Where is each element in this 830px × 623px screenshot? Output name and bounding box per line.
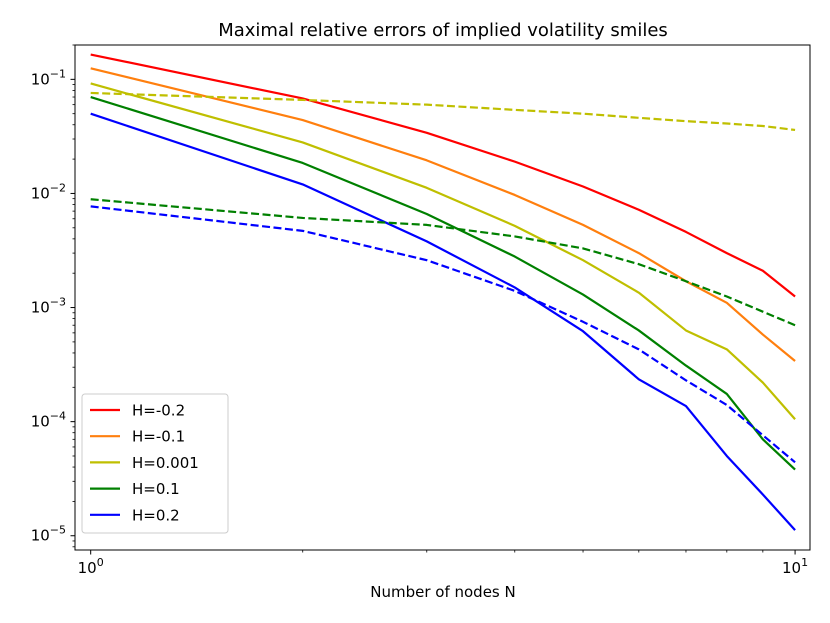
major-ticks: 10−5 10−4 10−3 10−2 10−1 100 101 [31, 67, 808, 577]
y-tick-label: 10−2 [31, 181, 66, 202]
legend-label: H=0.001 [132, 454, 199, 472]
series-layer [90, 53, 796, 531]
series-line-h0.1 [90, 95, 796, 471]
legend: H=-0.2 H=-0.1 H=0.001 H=0.1 H=0.2 [81, 393, 229, 534]
plot-frame [74, 44, 811, 551]
chart-title: Maximal relative errors of implied volat… [218, 20, 668, 41]
series-line-h0.2 [90, 112, 796, 531]
plot-area: 10−5 10−4 10−3 10−2 10−1 100 101 [31, 44, 811, 577]
legend-label: H=-0.2 [132, 402, 185, 420]
series-line-h0.001 [90, 82, 796, 420]
x-axis-label: Number of nodes N [370, 583, 516, 601]
x-tick-label: 100 [78, 556, 104, 577]
y-tick-label: 10−4 [31, 410, 66, 431]
series-line-dashed-6 [90, 198, 796, 327]
legend-label: H=-0.1 [132, 428, 185, 446]
y-tick-label: 10−1 [31, 67, 66, 88]
series-line-h-0.1 [90, 67, 796, 362]
y-tick-label: 10−3 [31, 296, 66, 317]
x-tick-label: 101 [782, 556, 808, 577]
y-tick-label: 10−5 [31, 524, 66, 545]
series-line-dashed-5 [90, 91, 796, 132]
legend-label: H=0.1 [132, 480, 180, 498]
legend-label: H=0.2 [132, 506, 180, 524]
series-line-dashed-7 [90, 205, 796, 464]
series-line-h-0.2 [90, 53, 796, 298]
legend-box [81, 393, 229, 534]
